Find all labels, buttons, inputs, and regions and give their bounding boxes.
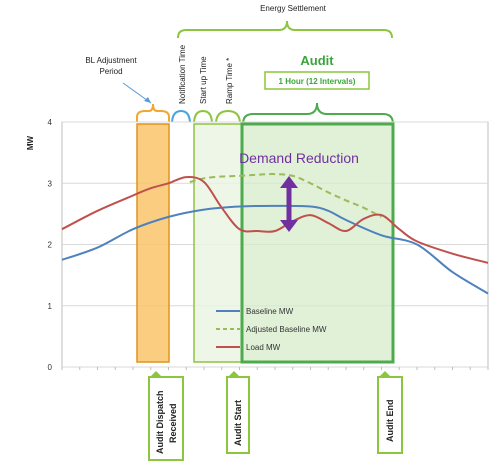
legend: Baseline MW Adjusted Baseline MW Load MW [216,307,327,352]
audit-dispatch-callout: Audit Dispatch Received [148,371,184,461]
audit-end-callout: Audit End [377,371,403,454]
audit-dispatch-label-line1: Audit Dispatch [155,390,165,454]
energy-settlement-label: Energy Settlement [260,4,327,13]
bl-adjustment-label-line1: BL Adjustment [85,56,137,65]
audit-title: Audit [300,53,334,68]
legend-label-baseline: Baseline MW [246,307,294,316]
y-tick-label: 1 [48,302,53,311]
legend-label-load: Load MW [246,343,281,352]
y-tick-label: 0 [48,363,53,372]
y-tick-label: 4 [48,118,53,127]
bl-adjustment-period [136,123,170,363]
startup-ramp-region [193,123,243,363]
adjusted-baseline-line [189,173,382,218]
startup-time-label: Start up Time [199,56,208,104]
ramp-time-label: Ramp Time * [225,58,234,104]
audit-period [240,122,395,364]
audit-duration-box [264,71,370,90]
y-axis-label: MW [26,135,35,150]
notification-time-label: Notification Time [178,44,187,104]
y-tick-label: 3 [48,179,53,188]
series-layer [61,173,489,295]
load-line [61,176,489,264]
audit-start-callout: Audit Start [226,371,250,454]
audit-end-label: Audit End [385,400,395,443]
bl-adjustment-arrowhead [144,97,151,103]
energy-settlement-brace [177,20,393,39]
x-ticks [61,367,489,370]
demand-reduction-arrow [280,176,298,232]
audit-duration-label: 1 Hour (12 Intervals) [279,77,356,86]
y-ticks: 0 1 2 3 4 [48,118,53,372]
bl-adjustment-brace [136,103,170,124]
notification-brace [171,109,191,125]
startup-brace [193,109,213,125]
bl-adjustment-label-line2: Period [99,67,122,76]
baseline-line [61,204,489,295]
y-tick-label: 2 [48,241,53,250]
audit-start-label: Audit Start [233,400,243,446]
legend-label-adjusted-baseline: Adjusted Baseline MW [246,325,327,334]
ramp-brace [215,109,241,125]
audit-brace [242,102,394,125]
audit-dispatch-label-line2: Received [168,403,178,443]
demand-reduction-label: Demand Reduction [239,150,359,166]
